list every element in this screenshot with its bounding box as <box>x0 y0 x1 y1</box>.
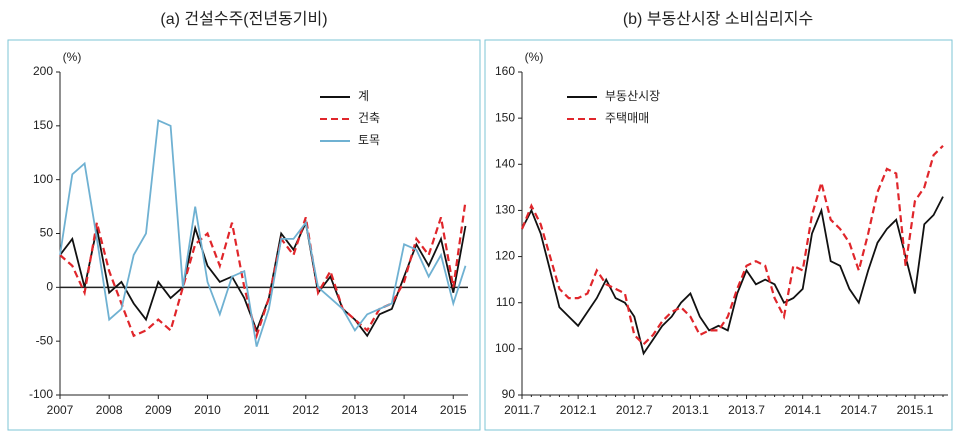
x-tick-label: 2014 <box>391 403 418 417</box>
legend-label: 계 <box>358 89 369 103</box>
x-tick-label: 2012.7 <box>616 403 653 417</box>
x-tick-label: 2013.1 <box>672 403 709 417</box>
legend-label: 건축 <box>358 111 380 125</box>
x-tick-label: 2014.1 <box>784 403 821 417</box>
chart-title: (b) 부동산시장 소비심리지수 <box>623 10 813 28</box>
panel-frame <box>484 39 953 431</box>
x-tick-label: 2013.7 <box>728 403 765 417</box>
x-tick-label: 2011.7 <box>504 403 540 417</box>
x-tick-label: 2012 <box>292 403 319 417</box>
x-tick-label: 2011 <box>244 403 270 417</box>
x-tick-label: 2010 <box>194 403 221 417</box>
chart-title: (a) 건설수주(전년동기비) <box>160 10 327 28</box>
y-tick-label: 110 <box>496 295 515 309</box>
y-tick-label: -100 <box>29 387 53 401</box>
y-axis-label: (%) <box>525 50 544 64</box>
y-tick-label: -50 <box>36 333 54 347</box>
y-tick-label: 150 <box>33 118 53 132</box>
y-tick-label: 160 <box>495 64 515 78</box>
legend-label: 토목 <box>358 133 380 147</box>
x-tick-label: 2008 <box>96 403 123 417</box>
y-tick-label: 130 <box>495 203 515 217</box>
x-tick-label: 2014.7 <box>840 403 877 417</box>
series-line <box>521 196 944 356</box>
y-tick-label: 120 <box>495 249 515 263</box>
series-line <box>520 145 944 346</box>
y-axis-label: (%) <box>63 50 82 64</box>
legend-label: 주택매매 <box>605 111 649 125</box>
x-tick-label: 2009 <box>145 403 172 417</box>
panel-frame <box>7 39 481 431</box>
y-tick-label: 100 <box>33 172 53 186</box>
x-tick-label: 2013 <box>342 403 369 417</box>
y-tick-label: 100 <box>495 341 515 355</box>
y-tick-label: 0 <box>46 280 53 294</box>
y-tick-label: 90 <box>502 387 516 401</box>
y-tick-label: 150 <box>495 110 515 124</box>
y-tick-label: 140 <box>495 156 515 170</box>
y-tick-label: 200 <box>33 64 53 78</box>
x-tick-label: 2012.1 <box>560 403 597 417</box>
series-line <box>59 119 467 347</box>
x-tick-label: 2015.1 <box>897 403 934 417</box>
x-tick-label: 2015 <box>440 403 467 417</box>
y-tick-label: 50 <box>40 226 54 240</box>
legend-label: 부동산시장 <box>605 89 660 103</box>
x-tick-label: 2007 <box>47 403 74 417</box>
